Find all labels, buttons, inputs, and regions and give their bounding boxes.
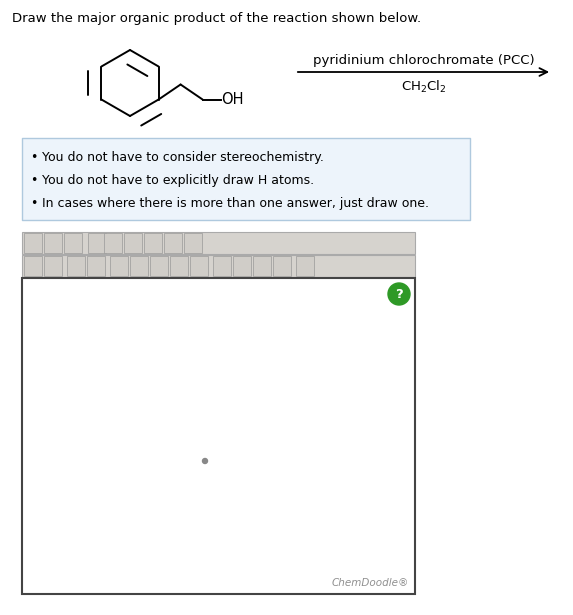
Text: CH$_2$Cl$_2$: CH$_2$Cl$_2$ <box>401 79 446 95</box>
Bar <box>190 256 208 276</box>
Bar <box>22 138 470 220</box>
Bar <box>213 256 231 276</box>
Text: In cases where there is more than one answer, just draw one.: In cases where there is more than one an… <box>42 197 429 210</box>
Bar <box>88 233 106 253</box>
Bar <box>67 256 85 276</box>
Bar <box>150 256 168 276</box>
Bar <box>24 233 42 253</box>
Text: You do not have to consider stereochemistry.: You do not have to consider stereochemis… <box>42 151 324 164</box>
Bar <box>64 233 82 253</box>
Bar <box>130 256 148 276</box>
Bar <box>124 233 142 253</box>
Bar <box>170 256 188 276</box>
Bar <box>104 233 122 253</box>
Text: ChemDoodle®: ChemDoodle® <box>332 578 409 588</box>
Text: •: • <box>30 197 37 210</box>
Text: •: • <box>30 174 37 187</box>
Bar <box>22 278 415 594</box>
Bar <box>44 256 62 276</box>
Text: ?: ? <box>395 288 403 301</box>
Bar <box>110 256 128 276</box>
Bar <box>24 256 42 276</box>
Circle shape <box>388 283 410 305</box>
Bar <box>233 256 251 276</box>
Bar <box>87 256 105 276</box>
Bar <box>253 256 271 276</box>
Circle shape <box>202 459 207 464</box>
Text: OH: OH <box>222 92 244 107</box>
Text: Draw the major organic product of the reaction shown below.: Draw the major organic product of the re… <box>12 12 421 25</box>
Bar <box>22 255 415 277</box>
Bar <box>44 233 62 253</box>
Bar <box>296 256 314 276</box>
Bar <box>22 232 415 254</box>
Bar <box>184 233 202 253</box>
Text: •: • <box>30 151 37 164</box>
Bar <box>144 233 162 253</box>
Text: pyridinium chlorochromate (PCC): pyridinium chlorochromate (PCC) <box>313 54 534 67</box>
Bar <box>273 256 291 276</box>
Bar <box>164 233 182 253</box>
Text: You do not have to explicitly draw H atoms.: You do not have to explicitly draw H ato… <box>42 174 314 187</box>
